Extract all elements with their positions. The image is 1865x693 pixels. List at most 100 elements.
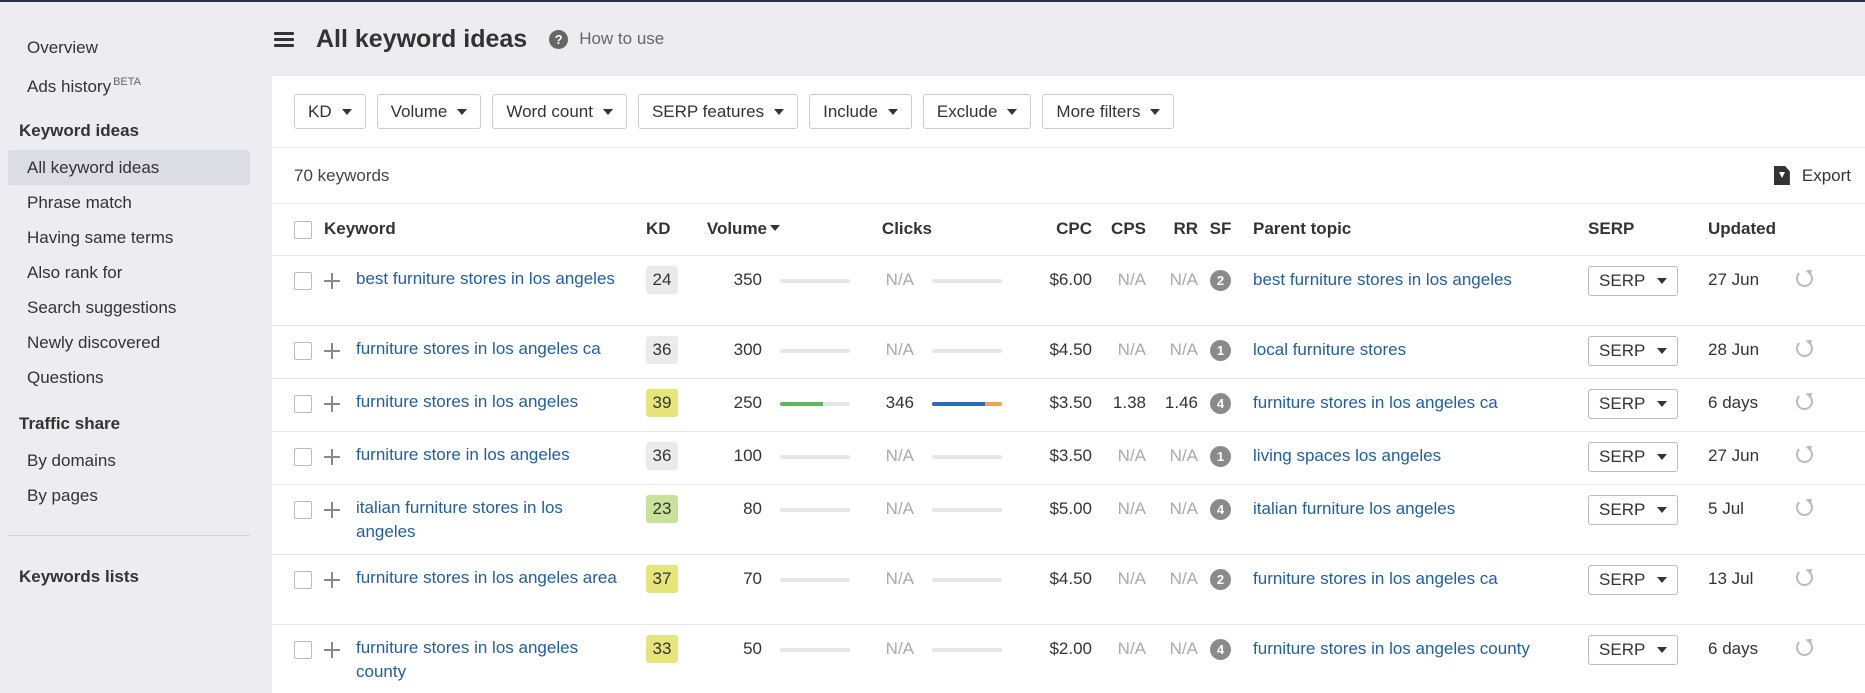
keyword-link[interactable]: furniture stores in los angeles county [356,637,579,681]
keyword-count: 70 keywords [294,165,390,185]
clicks-bar [932,401,1003,406]
sidebar-item-having-same-terms[interactable]: Having same terms [27,228,174,247]
filter-word-count-button[interactable]: Word count [492,94,627,129]
plus-icon[interactable] [324,448,340,465]
serp-features-badge[interactable]: 2 [1210,269,1232,291]
row-checkbox[interactable] [294,570,312,589]
menu-icon[interactable] [272,29,298,49]
sidebar-item-by-pages[interactable]: By pages [27,486,98,505]
how-to-use-link[interactable]: How to use [579,29,665,48]
sidebar-item-questions[interactable]: Questions [27,368,104,387]
parent-topic-link[interactable]: furniture stores in los angeles ca [1253,392,1498,412]
filter-more-filters-button[interactable]: More filters [1042,94,1175,129]
plus-icon[interactable] [324,342,340,359]
select-all-checkbox[interactable] [294,220,312,239]
row-checkbox[interactable] [294,394,312,413]
serp-label: SERP [1599,270,1646,290]
refresh-icon[interactable] [1796,498,1814,516]
sidebar-item-ads-history[interactable]: Ads history BETA [8,65,250,100]
clicks-cell: N/A [870,325,933,379]
col-updated[interactable]: Updated [1708,204,1797,256]
plus-icon[interactable] [324,501,340,518]
serp-dropdown[interactable]: SERP [1588,564,1679,595]
row-checkbox[interactable] [294,447,312,466]
serp-features-badge[interactable]: 4 [1210,498,1232,520]
sidebar-item-also-rank-for[interactable]: Also rank for [27,263,123,282]
filter-include-button[interactable]: Include [809,94,912,129]
sidebar-item-newly-discovered[interactable]: Newly discovered [27,333,161,352]
refresh-icon[interactable] [1796,392,1814,410]
col-sf[interactable]: SF [1198,204,1244,256]
clicks-bar-cell [932,255,1023,326]
plus-icon[interactable] [324,571,340,588]
sidebar-item-by-domains[interactable]: By domains [27,451,116,470]
filter-volume-button[interactable]: Volume [376,94,482,129]
parent-topic-link[interactable]: best furniture stores in los angeles [1253,269,1512,289]
row-select-cell [272,484,324,555]
filter-exclude-button[interactable]: Exclude [922,94,1032,129]
row-checkbox[interactable] [294,271,312,290]
col-clicks[interactable]: Clicks [870,204,933,256]
col-volume[interactable]: Volume [698,204,781,256]
serp-dropdown[interactable]: SERP [1588,265,1679,296]
row-checkbox[interactable] [294,341,312,360]
parent-topic-link[interactable]: italian furniture los angeles [1253,498,1456,518]
updated-cell: 27 Jun [1708,431,1797,485]
col-parent-topic[interactable]: Parent topic [1243,204,1589,256]
col-keyword[interactable]: Keyword [324,204,647,256]
keyword-link[interactable]: furniture store in los angeles [356,444,570,464]
filter-serp-features-button[interactable]: SERP features [637,94,799,129]
sidebar-item-search-suggestions[interactable]: Search suggestions [27,298,177,317]
refresh-cell [1796,378,1865,432]
main-panel: KD Volume Word count SERP features Include Ex… [272,76,1865,693]
keyword-link[interactable]: best furniture stores in los angeles [356,268,615,288]
export-button[interactable]: Export [1773,166,1851,186]
parent-topic-link[interactable]: local furniture stores [1253,339,1407,359]
chevron-down-icon [774,108,785,115]
plus-icon[interactable] [324,395,340,412]
refresh-icon[interactable] [1796,638,1814,656]
refresh-cell [1796,325,1865,379]
keyword-link[interactable]: furniture stores in los angeles area [356,567,617,587]
refresh-icon[interactable] [1796,568,1814,586]
plus-icon[interactable] [324,641,340,658]
sidebar-item-all-keyword-ideas[interactable]: All keyword ideas [8,150,250,185]
serp-features-badge[interactable]: 1 [1210,445,1232,467]
sidebar-item-overview[interactable]: Overview [8,30,250,65]
cps-cell: N/A [1092,325,1147,379]
serp-cell: SERP [1588,554,1709,625]
col-cpc[interactable]: CPC [1022,204,1093,256]
serp-features-badge[interactable]: 2 [1210,568,1232,590]
refresh-icon[interactable] [1796,269,1814,287]
keyword-link[interactable]: italian furniture stores in los angeles [356,497,563,541]
col-clicks-bar [932,204,1023,256]
row-checkbox[interactable] [294,640,312,659]
keyword-link[interactable]: furniture stores in los angeles [356,391,579,411]
refresh-icon[interactable] [1796,445,1814,463]
refresh-icon[interactable] [1796,339,1814,357]
plus-icon[interactable] [324,272,340,289]
kd-badge: 33 [646,634,679,663]
row-checkbox[interactable] [294,500,312,519]
serp-features-badge[interactable]: 1 [1210,339,1232,361]
col-rr[interactable]: RR [1146,204,1199,256]
filter-kd-button[interactable]: KD [294,94,366,129]
parent-topic-link[interactable]: furniture stores in los angeles ca [1253,568,1498,588]
serp-features-badge[interactable]: 4 [1210,638,1232,660]
filter-label: More filters [1056,101,1141,121]
serp-dropdown[interactable]: SERP [1588,335,1679,366]
serp-dropdown[interactable]: SERP [1588,634,1679,665]
serp-features-badge[interactable]: 4 [1210,392,1232,414]
serp-dropdown[interactable]: SERP [1588,494,1679,525]
keyword-link[interactable]: furniture stores in los angeles ca [356,338,601,358]
parent-topic-link[interactable]: living spaces los angeles [1253,445,1442,465]
parent-topic-link[interactable]: furniture stores in los angeles county [1253,638,1530,658]
clicks-cell: N/A [870,554,933,625]
sidebar-heading-keywords-lists[interactable]: Keywords lists [19,567,139,586]
col-kd[interactable]: KD [646,204,699,256]
col-cps[interactable]: CPS [1092,204,1147,256]
sidebar-item-phrase-match[interactable]: Phrase match [27,193,132,212]
help-icon[interactable]: ? [549,29,569,49]
serp-dropdown[interactable]: SERP [1588,441,1679,472]
serp-dropdown[interactable]: SERP [1588,388,1679,419]
